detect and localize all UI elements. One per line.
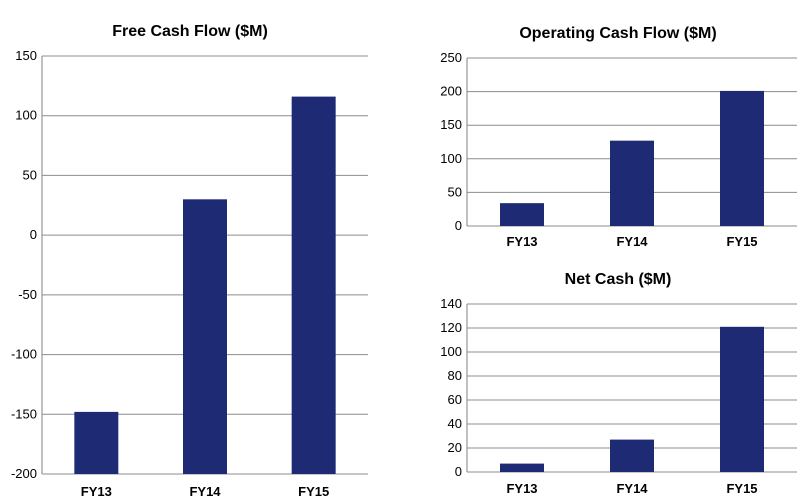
- operating-cash-flow-bar-fy15: [720, 90, 764, 226]
- free-cash-flow-y-tick-label: -100: [11, 347, 37, 362]
- free-cash-flow-y-tick-label: 100: [15, 108, 37, 123]
- free-cash-flow-y-tick-label: -50: [18, 287, 37, 302]
- net-cash-bar-fy14: [610, 439, 654, 472]
- operating-cash-flow-y-tick-label: 200: [440, 84, 462, 99]
- free-cash-flow-bar-fy13: [74, 411, 119, 474]
- free-cash-flow-y-tick-label: -200: [11, 466, 37, 481]
- operating-cash-flow-x-tick-label: FY15: [726, 234, 757, 249]
- net-cash-y-tick-label: 40: [448, 416, 462, 431]
- chart-title-net-cash: Net Cash ($M): [565, 271, 672, 288]
- free-cash-flow-bar-fy14: [183, 199, 227, 475]
- net-cash-bar-fy13: [500, 463, 544, 472]
- net-cash-y-tick-label: 0: [455, 464, 462, 479]
- operating-cash-flow-x-tick-label: FY13: [506, 234, 537, 249]
- free-cash-flow-y-tick-label: 0: [30, 227, 37, 242]
- net-cash-x-tick-label: FY13: [506, 481, 537, 496]
- net-cash-y-tick-label: 100: [440, 344, 462, 359]
- operating-cash-flow-bar-fy13: [500, 203, 544, 226]
- operating-cash-flow-x-tick-label: FY14: [616, 234, 648, 249]
- chart-title-operating-cash-flow: Operating Cash Flow ($M): [519, 25, 716, 42]
- net-cash-y-tick-label: 60: [448, 392, 462, 407]
- free-cash-flow-bar-fy15: [291, 96, 336, 474]
- net-cash-y-tick-label: 140: [440, 296, 462, 311]
- operating-cash-flow-y-tick-label: 250: [440, 50, 462, 65]
- free-cash-flow-y-tick-label: -150: [11, 406, 37, 421]
- operating-cash-flow-bar-fy14: [610, 140, 654, 226]
- operating-cash-flow-y-tick-label: 150: [440, 117, 462, 132]
- operating-cash-flow-y-tick-label: 50: [448, 184, 462, 199]
- net-cash-y-tick-label: 80: [448, 368, 462, 383]
- free-cash-flow-chart: Free Cash Flow ($M) 150 100 50 0 -50 -100 -150…: [11, 23, 368, 499]
- net-cash-y-tick-label: 120: [440, 320, 462, 335]
- net-cash-bar-fy15: [720, 326, 764, 472]
- operating-cash-flow-y-tick-label: 100: [440, 151, 462, 166]
- free-cash-flow-y-tick-label: 50: [23, 167, 37, 182]
- operating-cash-flow-y-tick-label: 0: [455, 218, 462, 233]
- free-cash-flow-y-tick-label: 150: [15, 48, 37, 63]
- free-cash-flow-x-tick-label: FY14: [189, 484, 221, 499]
- net-cash-chart: Net Cash ($M) 140 120 100 80 60 40 20 0 FY13 FY14…: [440, 271, 797, 496]
- operating-cash-flow-chart: Operating Cash Flow ($M) 250 200 150 100 50 0…: [440, 25, 797, 249]
- net-cash-x-tick-label: FY14: [616, 481, 648, 496]
- chart-title-free-cash-flow: Free Cash Flow ($M): [112, 23, 268, 40]
- net-cash-x-tick-label: FY15: [726, 481, 757, 496]
- net-cash-y-tick-label: 20: [448, 440, 462, 455]
- free-cash-flow-x-tick-label: FY13: [81, 484, 112, 499]
- free-cash-flow-x-tick-label: FY15: [298, 484, 329, 499]
